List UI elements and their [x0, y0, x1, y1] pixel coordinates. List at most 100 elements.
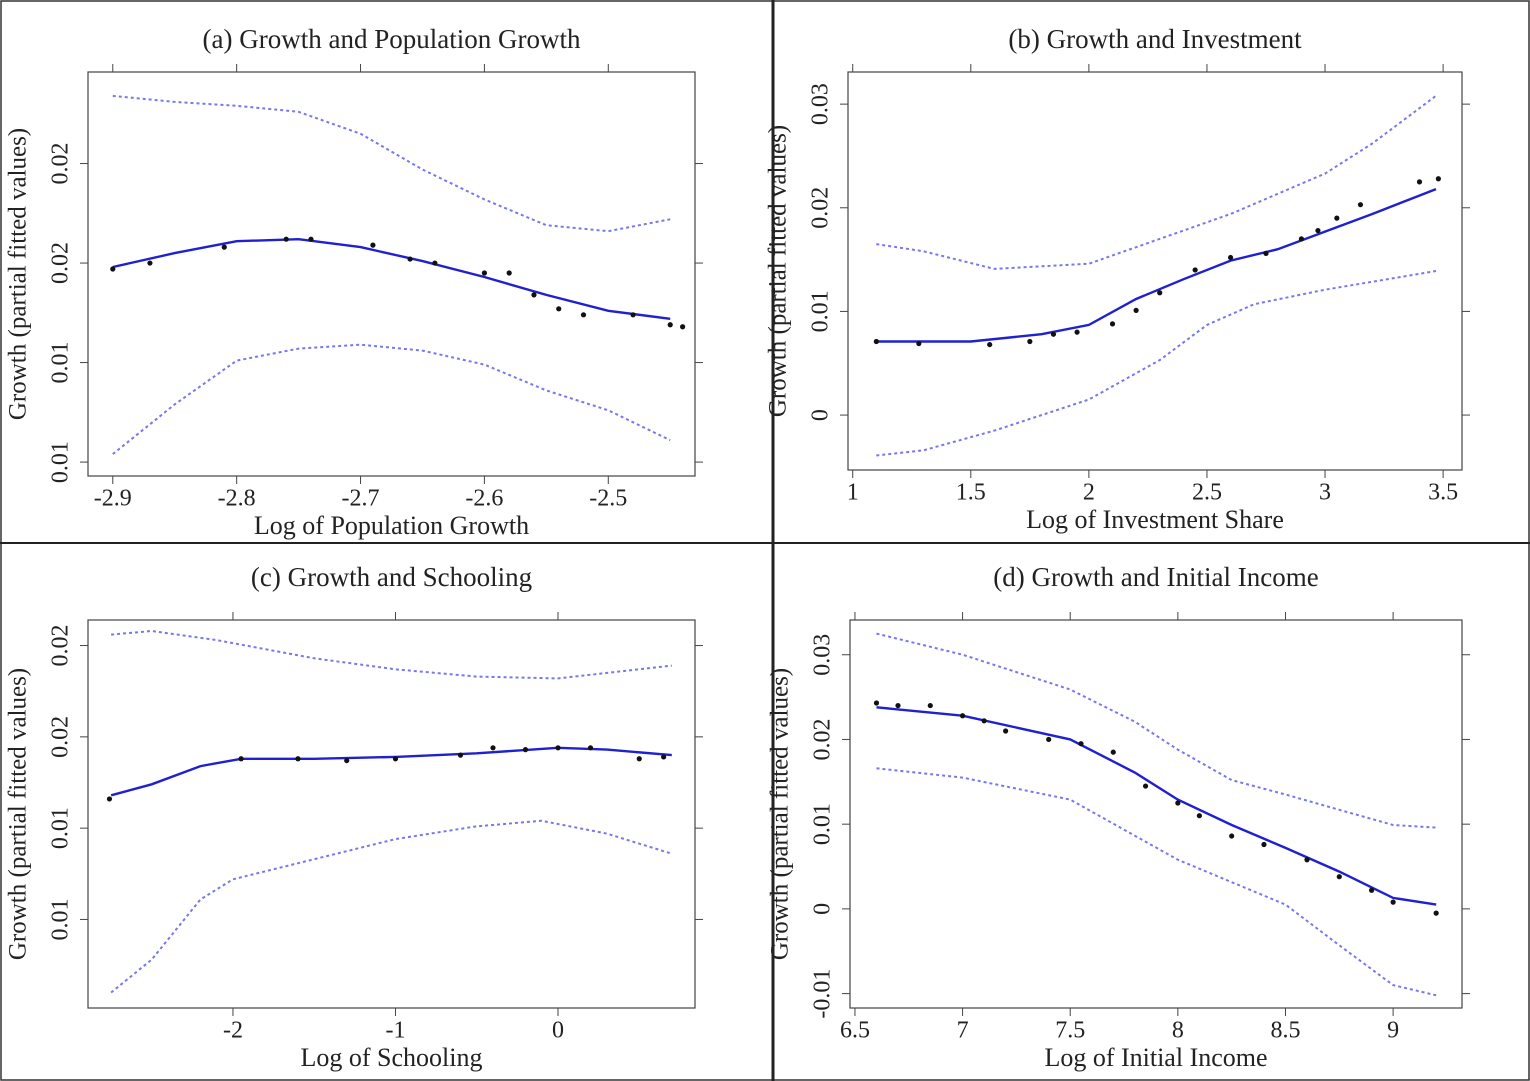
data-point	[1368, 887, 1375, 893]
x-tick-label: -1	[385, 1018, 405, 1044]
x-axis-label: Log of Schooling	[301, 1043, 483, 1072]
data-point	[1078, 741, 1084, 747]
fitted-line	[110, 746, 672, 797]
data-point	[1050, 331, 1057, 337]
data-point	[1433, 910, 1439, 916]
y-axis-label: Growth (partial fitted values)	[765, 125, 792, 417]
x-tick-label: 2.5	[1192, 480, 1222, 506]
plot-frame	[849, 619, 1463, 1009]
y-tick-label: 0.01	[48, 807, 74, 849]
x-tick-label: 3.5	[1428, 480, 1458, 506]
data-point	[1315, 227, 1321, 234]
data-point	[1046, 736, 1052, 743]
data-point	[1334, 215, 1340, 221]
x-tick-label: 9	[1387, 1018, 1399, 1044]
x-tick-label: 7.5	[1055, 1018, 1085, 1044]
y-tick-label: 0.02	[48, 625, 74, 667]
chart-title: (c) Growth and Schooling	[251, 562, 532, 592]
y-tick-label: 0.01	[48, 441, 74, 483]
data-point	[873, 700, 880, 706]
data-point	[1192, 267, 1198, 273]
data-point	[556, 306, 562, 312]
data-point	[1298, 236, 1305, 242]
data-point	[987, 341, 993, 348]
data-point	[1157, 290, 1163, 296]
data-point	[873, 338, 879, 345]
x-tick-label: 3	[1319, 480, 1331, 506]
confidence-band	[876, 94, 1437, 270]
x-tick-label: -2.5	[589, 486, 627, 512]
data-point	[308, 236, 314, 242]
fitted-line	[876, 706, 1437, 906]
y-tick-label: 0.02	[48, 716, 74, 758]
data-point	[587, 745, 594, 751]
y-tick-label: 0	[808, 409, 834, 421]
x-tick-label: -2.7	[342, 486, 380, 512]
x-axis-label: Log of Investment Share	[1026, 505, 1284, 534]
data-point	[221, 244, 227, 250]
y-tick-label: 0.03	[810, 634, 836, 676]
data-point	[1110, 749, 1116, 755]
data-point	[1261, 841, 1267, 848]
confidence-band	[112, 94, 671, 233]
y-tick-label: 0.02	[810, 718, 836, 760]
data-point	[1142, 783, 1149, 789]
data-point	[490, 745, 496, 751]
fitted-line	[876, 187, 1437, 343]
chart-title: (a) Growth and Population Growth	[203, 24, 581, 54]
x-tick-label: 2	[1083, 480, 1095, 506]
y-tick-label: 0	[810, 903, 836, 915]
y-tick-label: 0.03	[808, 83, 834, 125]
plot-frame	[847, 71, 1463, 471]
data-point	[506, 270, 512, 276]
data-point	[295, 756, 301, 762]
data-point	[1003, 728, 1009, 734]
data-point	[1336, 874, 1342, 880]
data-point	[457, 752, 464, 758]
data-point	[580, 312, 587, 318]
x-axis-label: Log of Initial Income	[1044, 1043, 1267, 1072]
y-tick-label: 0.02	[48, 242, 74, 284]
y-tick-label: 0.02	[808, 187, 834, 229]
y-axis-label: Growth (partial fitted values)	[5, 668, 32, 960]
data-point	[531, 292, 537, 298]
data-point	[555, 745, 561, 751]
plot-frame	[87, 619, 696, 1009]
x-axis-label: Log of Population Growth	[254, 511, 529, 540]
data-point	[432, 260, 438, 266]
data-point	[481, 270, 488, 276]
data-point	[661, 754, 667, 760]
data-point	[680, 324, 686, 330]
data-point	[344, 757, 350, 764]
plot-frame	[87, 71, 696, 477]
x-tick-label: 7	[957, 1018, 969, 1044]
data-point	[630, 312, 636, 318]
data-point	[1304, 857, 1310, 863]
data-point	[959, 713, 966, 719]
data-point	[238, 756, 244, 762]
data-point	[1196, 813, 1202, 819]
data-point	[522, 747, 529, 753]
data-point	[110, 266, 116, 272]
data-point	[147, 260, 153, 266]
data-point	[981, 718, 987, 724]
x-tick-label: -2.8	[218, 486, 256, 512]
y-axis-label: Growth (partial fitted values)	[767, 668, 794, 960]
x-tick-label: -2.6	[465, 486, 503, 512]
data-point	[1416, 179, 1423, 185]
data-point	[895, 702, 901, 709]
x-tick-label: 0	[552, 1018, 564, 1044]
x-tick-label: -2.9	[94, 486, 132, 512]
x-tick-label: 6.5	[840, 1018, 870, 1044]
y-tick-label: 0.01	[808, 290, 834, 332]
confidence-band	[110, 819, 673, 994]
data-point	[636, 756, 642, 762]
data-point	[916, 340, 922, 347]
chart-title: (d) Growth and Initial Income	[993, 562, 1318, 592]
data-point	[1109, 321, 1116, 327]
data-point	[407, 256, 413, 262]
data-point	[1074, 329, 1080, 335]
y-axis-label: Growth (partial fitted values)	[5, 128, 32, 420]
data-point	[667, 322, 673, 328]
